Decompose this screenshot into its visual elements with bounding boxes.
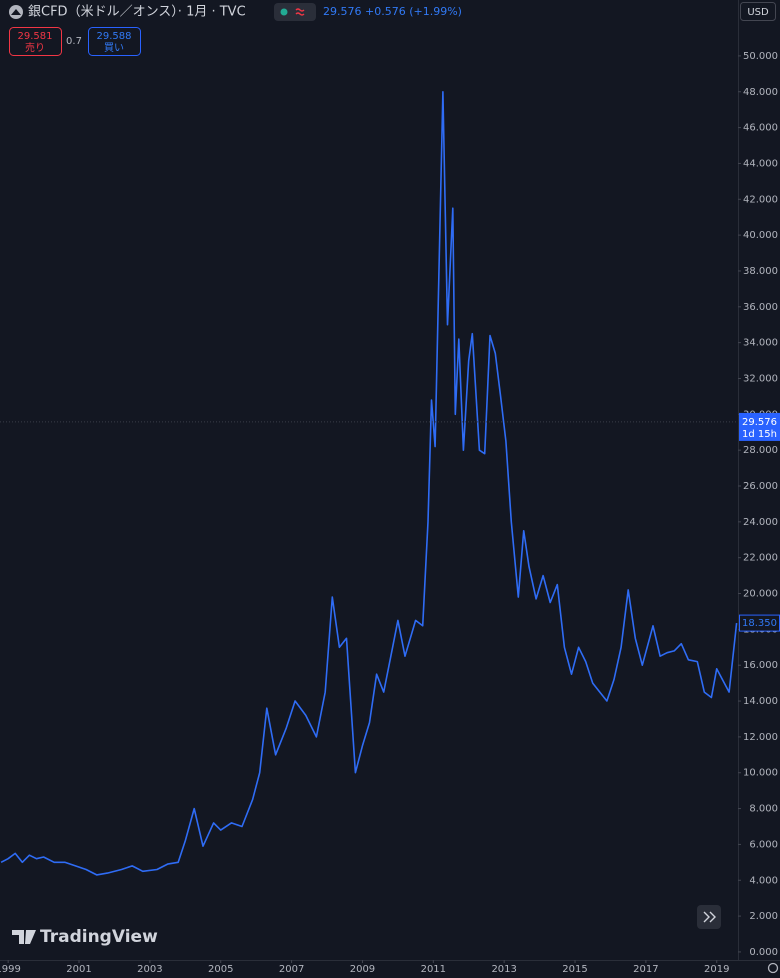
y-tick-label: 44.000 <box>743 158 778 169</box>
x-tick-label: 2003 <box>137 964 162 975</box>
y-tick-label: 12.000 <box>743 732 778 743</box>
buy-price: 29.588 <box>97 31 132 42</box>
y-tick-label: 6.000 <box>749 839 778 850</box>
x-tick-label: 1999 <box>0 964 21 975</box>
x-tick-label: 2007 <box>279 964 304 975</box>
x-tick-label: 2009 <box>350 964 375 975</box>
y-tick-label: 36.000 <box>743 302 778 313</box>
x-tick-label: 2017 <box>633 964 658 975</box>
delayed-icon <box>295 8 305 16</box>
price-line <box>0 91 738 876</box>
y-tick-label: 28.000 <box>743 445 778 456</box>
y-tick-label: 40.000 <box>743 230 778 241</box>
x-tick-label: 2011 <box>421 964 446 975</box>
logo <box>12 930 36 944</box>
settings-button[interactable] <box>767 962 779 974</box>
y-tick-label: 0.000 <box>749 947 778 958</box>
y-tick-label: 26.000 <box>743 481 778 492</box>
current-price-box <box>739 412 780 441</box>
market-status-dot <box>280 8 288 16</box>
sell-button[interactable] <box>9 27 62 56</box>
x-tick-label: 2001 <box>66 964 91 975</box>
sell-price: 29.581 <box>18 31 53 42</box>
x-tick-label: 2019 <box>704 964 729 975</box>
y-tick-label: 16.000 <box>743 660 778 671</box>
sell-label: 売り <box>25 41 45 54</box>
y-tick-label: 42.000 <box>743 194 778 205</box>
watermark: TradingView <box>40 927 158 947</box>
y-tick-label: 10.000 <box>743 768 778 779</box>
y-tick-label: 22.000 <box>743 553 778 564</box>
current-price-label: 29.576 <box>742 417 777 428</box>
plot-area <box>0 91 738 876</box>
x-tick-label: 2005 <box>208 964 233 975</box>
buy-button[interactable] <box>88 27 141 56</box>
y-tick-label: 48.000 <box>743 87 778 98</box>
status-badge[interactable] <box>274 3 316 21</box>
countdown: 1d 15h <box>742 429 777 440</box>
y-tick-label: 14.000 <box>743 696 778 707</box>
y-tick-label: 2.000 <box>749 911 778 922</box>
last-value-label: 18.350 <box>742 618 777 629</box>
y-tick-label: 32.000 <box>743 373 778 384</box>
buy-label: 買い <box>104 42 124 54</box>
y-tick-label: 34.000 <box>743 338 778 349</box>
currency: USD <box>747 7 769 18</box>
x-tick-label: 2013 <box>491 964 516 975</box>
scroll-icon <box>703 911 716 923</box>
symbol-title: 銀CFD（米ドル／オンス）· 1月 · TVC <box>28 5 246 20</box>
spread: 0.7 <box>66 36 82 47</box>
x-tick-label: 2015 <box>562 964 587 975</box>
y-tick-label: 4.000 <box>749 875 778 886</box>
symbol-icon-mark <box>11 9 21 15</box>
y-tick-label: 38.000 <box>743 266 778 277</box>
currency-button[interactable] <box>740 2 776 21</box>
y-tick-label: 8.000 <box>749 804 778 815</box>
y-tick-label: 46.000 <box>743 123 778 134</box>
quote: 29.576 +0.576 (+1.99%) <box>323 5 462 18</box>
y-tick-label: 50.000 <box>743 51 778 62</box>
y-tick-label: 20.000 <box>743 589 778 600</box>
y-tick-label: 24.000 <box>743 517 778 528</box>
